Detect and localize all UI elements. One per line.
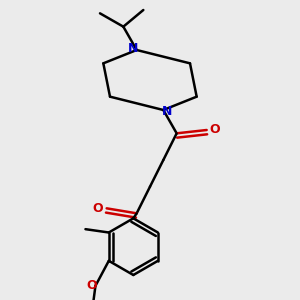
Text: N: N [128,42,139,55]
Text: N: N [161,105,172,118]
Text: O: O [210,124,220,136]
Text: O: O [92,202,103,215]
Text: O: O [87,279,98,292]
